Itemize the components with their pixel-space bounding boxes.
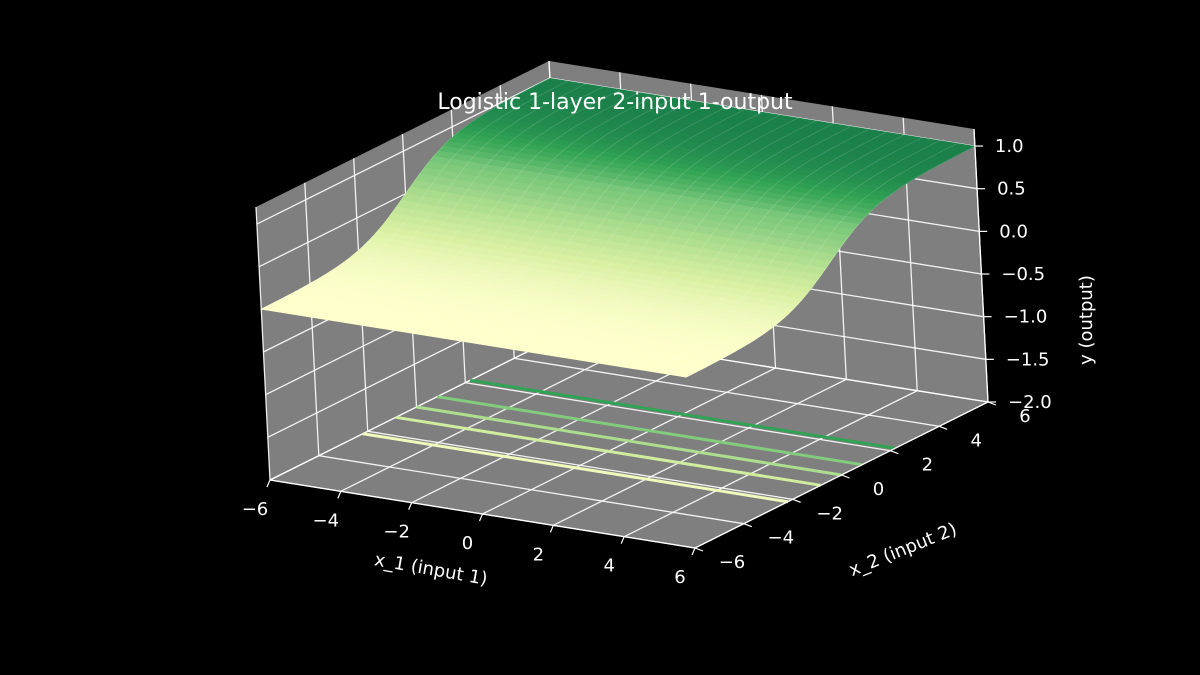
x-tick-mark <box>620 536 625 544</box>
x-tick-label: −4 <box>313 510 340 531</box>
x-tick-label: 0 <box>462 533 473 554</box>
y-axis-label: x_2 (input 2) <box>846 519 960 581</box>
x-tick-mark <box>478 513 484 522</box>
y-tick-mark <box>743 523 753 528</box>
y-tick-label: 0 <box>873 479 884 500</box>
surface-mesh-line <box>420 103 710 336</box>
y-tick-label: −2 <box>816 503 843 524</box>
x-tick-mark <box>408 502 413 510</box>
y-tick-mark <box>841 474 850 479</box>
surface-mesh-line <box>438 106 728 338</box>
z-axis-line <box>973 128 989 403</box>
surface-mesh-line <box>473 111 763 344</box>
surface-mesh-line <box>278 80 568 313</box>
surface-mesh-line <box>331 89 621 321</box>
x-tick-mark <box>337 491 342 499</box>
contour-lines <box>362 378 896 504</box>
surface-mesh <box>260 77 976 378</box>
x-tick-label: 6 <box>674 567 685 588</box>
y-tick-label: −4 <box>768 528 795 549</box>
surface-mesh-line <box>314 86 604 319</box>
contour-line <box>416 405 842 477</box>
surface-strip <box>260 306 693 378</box>
surface-mesh-line <box>385 97 674 330</box>
y-tick-mark <box>792 498 801 503</box>
y-tick-mark <box>694 547 704 552</box>
y-tick-label: 6 <box>1019 406 1030 427</box>
y-tick-label: 2 <box>922 455 933 476</box>
z-axis-label: y (output) <box>1076 275 1097 365</box>
y-tick-mark <box>890 450 899 455</box>
surface-mesh-line <box>544 123 834 355</box>
x-tick-mark <box>691 547 696 556</box>
contour-line <box>362 432 789 504</box>
surface-mesh-line <box>562 126 852 358</box>
contour-line <box>436 395 863 467</box>
z-tick-label: −1.0 <box>1004 307 1048 328</box>
surface-mesh-line <box>526 120 816 353</box>
x-tick-label: −2 <box>383 522 410 543</box>
x-axis-label: x_1 (input 1) <box>373 549 489 590</box>
x-tick-mark <box>266 479 271 488</box>
contour-line <box>395 415 822 487</box>
axis-lines <box>266 128 997 556</box>
surface-mesh-line <box>296 83 586 316</box>
x-tick-label: 2 <box>533 544 544 565</box>
surface-mesh-line <box>686 145 976 378</box>
y-tick-label: −6 <box>719 552 746 573</box>
x-tick-label: −6 <box>242 499 269 520</box>
z-tick-label: 0.0 <box>999 221 1028 242</box>
y-tick-label: 4 <box>970 430 981 451</box>
z-tick-label: 1.0 <box>995 136 1024 157</box>
surface-mesh-line <box>579 128 869 361</box>
surface-mesh-line <box>402 100 692 333</box>
z-tick-label: −0.5 <box>1001 264 1045 285</box>
surface-mesh-line <box>349 92 639 324</box>
contour-line <box>469 378 896 450</box>
surface-mesh-line <box>491 114 781 347</box>
z-tick-label: −1.5 <box>1006 349 1050 370</box>
x-tick-label: 4 <box>603 556 614 577</box>
surface-mesh-line <box>668 143 958 375</box>
z-tick-label: −2.0 <box>1008 392 1052 413</box>
surface-mesh-line <box>455 109 745 341</box>
surface-mesh-line <box>509 117 798 350</box>
surface-mesh-line <box>367 94 657 327</box>
surface-mesh-line <box>650 140 940 372</box>
y-tick-mark <box>938 425 948 430</box>
surface-mesh-line <box>615 134 905 367</box>
tick-labels: −6−4−20246−6−4−20246−2.0−1.5−1.0−0.50.00… <box>242 136 1052 588</box>
surface-mesh-line <box>261 77 551 310</box>
z-tick-label: 0.5 <box>997 179 1026 200</box>
x-tick-mark <box>549 525 554 533</box>
surface-mesh-line <box>597 131 887 364</box>
chart-title: Logistic 1-layer 2-input 1-output <box>437 90 793 115</box>
surface-mesh-line <box>632 137 922 370</box>
